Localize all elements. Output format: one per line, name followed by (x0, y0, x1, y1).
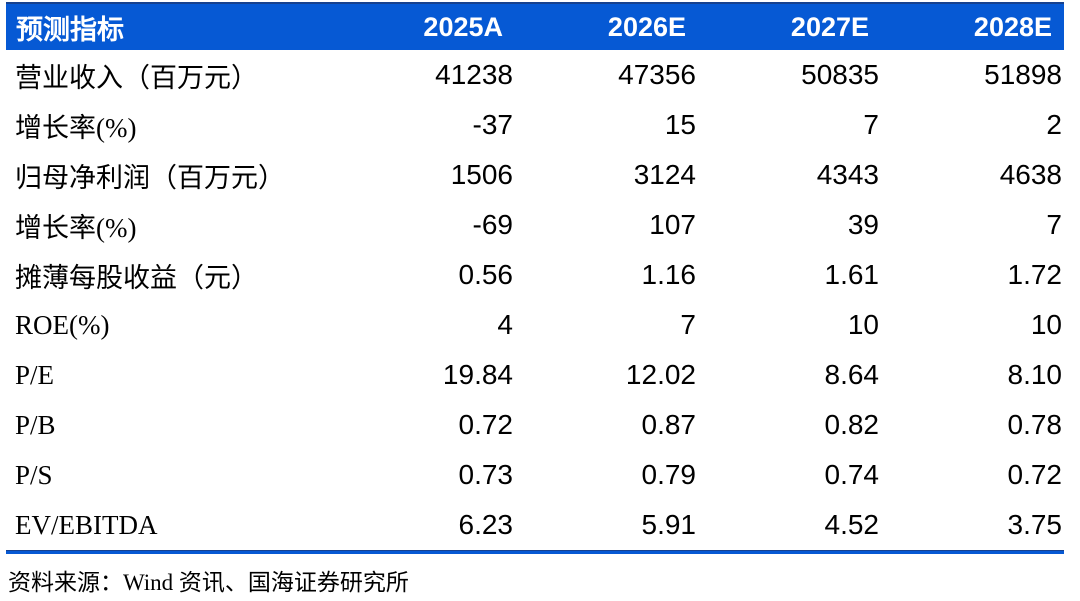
cell-value: 1506 (332, 150, 515, 200)
cell-value: 3.75 (881, 500, 1064, 550)
cell-value: 5.91 (515, 500, 698, 550)
table-row-pe: P/E 19.84 12.02 8.64 8.10 (6, 350, 1064, 400)
forecast-table-container: 预测指标 2025A 2026E 2027E 2028E 营业收入（百万元） 4… (6, 2, 1064, 554)
cell-value: 0.74 (698, 450, 881, 500)
cell-value: 3124 (515, 150, 698, 200)
cell-value: 1.72 (881, 250, 1064, 300)
cell-value: 0.73 (332, 450, 515, 500)
cell-value: -37 (332, 100, 515, 150)
cell-value: 0.78 (881, 400, 1064, 450)
row-label: 摊薄每股收益（元） (6, 250, 332, 300)
cell-value: -69 (332, 200, 515, 250)
source-note: 资料来源：Wind 资讯、国海证券研究所 (8, 570, 409, 595)
table-row-revenue-growth: 增长率(%) -37 15 7 2 (6, 100, 1064, 150)
cell-value: 8.10 (881, 350, 1064, 400)
cell-value: 2 (881, 100, 1064, 150)
header-col-2025A: 2025A (332, 3, 515, 50)
cell-value: 39 (698, 200, 881, 250)
cell-value: 50835 (698, 50, 881, 100)
cell-value: 15 (515, 100, 698, 150)
cell-value: 7 (515, 300, 698, 350)
cell-value: 0.72 (332, 400, 515, 450)
cell-value: 4 (332, 300, 515, 350)
cell-value: 4343 (698, 150, 881, 200)
row-label: P/S (6, 450, 332, 500)
table-row-roe: ROE(%) 4 7 10 10 (6, 300, 1064, 350)
row-label: 营业收入（百万元） (6, 50, 332, 100)
table-row-pb: P/B 0.72 0.87 0.82 0.78 (6, 400, 1064, 450)
cell-value: 6.23 (332, 500, 515, 550)
cell-value: 0.56 (332, 250, 515, 300)
cell-value: 7 (881, 200, 1064, 250)
table-bottom-rule (6, 550, 1064, 554)
table-header-row: 预测指标 2025A 2026E 2027E 2028E (6, 3, 1064, 50)
header-col-2027E: 2027E (698, 3, 881, 50)
cell-value: 0.87 (515, 400, 698, 450)
table-row-net-profit: 归母净利润（百万元） 1506 3124 4343 4638 (6, 150, 1064, 200)
header-col-2026E: 2026E (515, 3, 698, 50)
cell-value: 107 (515, 200, 698, 250)
forecast-table: 预测指标 2025A 2026E 2027E 2028E 营业收入（百万元） 4… (6, 2, 1064, 550)
cell-value: 0.72 (881, 450, 1064, 500)
table-row-ev-ebitda: EV/EBITDA 6.23 5.91 4.52 3.75 (6, 500, 1064, 550)
cell-value: 47356 (515, 50, 698, 100)
cell-value: 1.16 (515, 250, 698, 300)
row-label: 增长率(%) (6, 200, 332, 250)
table-row-ps: P/S 0.73 0.79 0.74 0.72 (6, 450, 1064, 500)
cell-value: 10 (881, 300, 1064, 350)
row-label: 增长率(%) (6, 100, 332, 150)
table-row-diluted-eps: 摊薄每股收益（元） 0.56 1.16 1.61 1.72 (6, 250, 1064, 300)
cell-value: 8.64 (698, 350, 881, 400)
cell-value: 51898 (881, 50, 1064, 100)
row-label: P/B (6, 400, 332, 450)
cell-value: 10 (698, 300, 881, 350)
table-row-revenue: 营业收入（百万元） 41238 47356 50835 51898 (6, 50, 1064, 100)
cell-value: 4638 (881, 150, 1064, 200)
header-col-2028E: 2028E (881, 3, 1064, 50)
row-label: P/E (6, 350, 332, 400)
cell-value: 12.02 (515, 350, 698, 400)
cell-value: 41238 (332, 50, 515, 100)
row-label: 归母净利润（百万元） (6, 150, 332, 200)
row-label: EV/EBITDA (6, 500, 332, 550)
cell-value: 0.79 (515, 450, 698, 500)
cell-value: 0.82 (698, 400, 881, 450)
cell-value: 7 (698, 100, 881, 150)
cell-value: 19.84 (332, 350, 515, 400)
row-label: ROE(%) (6, 300, 332, 350)
cell-value: 1.61 (698, 250, 881, 300)
cell-value: 4.52 (698, 500, 881, 550)
header-metric-label: 预测指标 (6, 3, 332, 50)
table-row-profit-growth: 增长率(%) -69 107 39 7 (6, 200, 1064, 250)
